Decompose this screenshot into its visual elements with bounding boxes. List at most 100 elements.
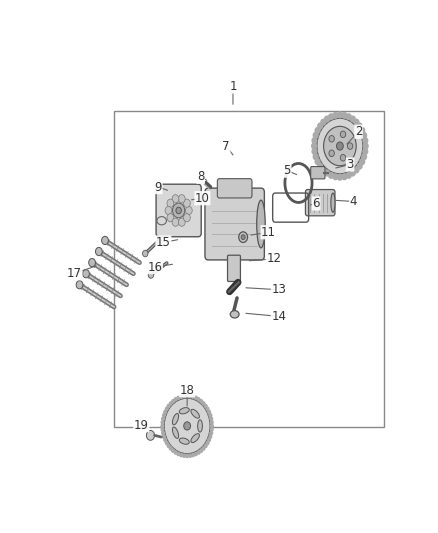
Circle shape bbox=[183, 394, 186, 398]
Circle shape bbox=[148, 272, 154, 278]
Circle shape bbox=[184, 214, 190, 222]
Text: 15: 15 bbox=[156, 236, 171, 249]
Text: 3: 3 bbox=[346, 158, 354, 171]
Circle shape bbox=[172, 218, 179, 227]
Circle shape bbox=[241, 235, 245, 240]
Circle shape bbox=[340, 131, 346, 138]
Circle shape bbox=[194, 397, 197, 400]
Circle shape bbox=[192, 454, 194, 457]
Circle shape bbox=[336, 142, 343, 150]
Circle shape bbox=[142, 250, 148, 257]
Circle shape bbox=[161, 421, 164, 424]
Ellipse shape bbox=[191, 409, 199, 418]
Ellipse shape bbox=[179, 438, 189, 445]
Circle shape bbox=[324, 126, 356, 166]
Text: 7: 7 bbox=[223, 140, 230, 152]
Text: 10: 10 bbox=[195, 192, 210, 205]
Circle shape bbox=[167, 199, 174, 207]
Circle shape bbox=[184, 199, 190, 207]
Circle shape bbox=[204, 444, 207, 447]
Circle shape bbox=[362, 154, 367, 159]
Circle shape bbox=[338, 112, 342, 118]
Circle shape bbox=[350, 116, 355, 122]
Text: 8: 8 bbox=[197, 171, 205, 183]
Circle shape bbox=[363, 143, 368, 149]
Circle shape bbox=[208, 410, 210, 414]
FancyBboxPatch shape bbox=[311, 166, 325, 179]
Circle shape bbox=[347, 143, 353, 149]
Circle shape bbox=[184, 422, 191, 430]
Circle shape bbox=[173, 203, 185, 218]
Circle shape bbox=[174, 398, 177, 401]
Text: 2: 2 bbox=[355, 125, 362, 138]
Circle shape bbox=[325, 170, 329, 176]
Circle shape bbox=[95, 247, 102, 256]
Circle shape bbox=[313, 133, 318, 138]
Circle shape bbox=[321, 167, 326, 173]
Circle shape bbox=[346, 173, 351, 178]
Circle shape bbox=[180, 395, 183, 399]
Circle shape bbox=[192, 395, 194, 399]
Bar bbox=[114, 111, 384, 427]
Circle shape bbox=[172, 195, 179, 203]
Circle shape bbox=[164, 410, 166, 414]
Circle shape bbox=[178, 195, 185, 203]
FancyBboxPatch shape bbox=[205, 188, 265, 260]
Circle shape bbox=[167, 214, 174, 222]
Circle shape bbox=[318, 123, 322, 129]
Text: 19: 19 bbox=[134, 418, 149, 432]
Circle shape bbox=[176, 207, 181, 214]
Circle shape bbox=[363, 149, 367, 155]
Circle shape bbox=[180, 454, 183, 457]
Circle shape bbox=[325, 116, 329, 122]
Ellipse shape bbox=[331, 193, 335, 212]
Circle shape bbox=[177, 453, 180, 456]
Circle shape bbox=[315, 127, 320, 133]
Circle shape bbox=[210, 432, 212, 435]
Circle shape bbox=[202, 402, 205, 405]
Circle shape bbox=[174, 451, 177, 454]
Circle shape bbox=[102, 236, 108, 245]
Circle shape bbox=[167, 444, 170, 447]
Circle shape bbox=[166, 407, 168, 410]
Circle shape bbox=[210, 421, 213, 424]
Text: 4: 4 bbox=[350, 195, 357, 208]
Circle shape bbox=[363, 138, 367, 143]
Ellipse shape bbox=[179, 408, 189, 414]
Circle shape bbox=[313, 154, 318, 159]
Circle shape bbox=[162, 432, 164, 435]
Circle shape bbox=[209, 414, 212, 417]
Circle shape bbox=[333, 112, 338, 118]
FancyBboxPatch shape bbox=[156, 184, 201, 237]
Text: 9: 9 bbox=[155, 181, 162, 193]
Text: 18: 18 bbox=[180, 384, 194, 397]
Ellipse shape bbox=[191, 434, 199, 442]
Circle shape bbox=[177, 397, 180, 400]
Circle shape bbox=[189, 394, 191, 398]
Circle shape bbox=[318, 163, 322, 169]
Circle shape bbox=[166, 441, 168, 445]
Circle shape bbox=[186, 394, 188, 398]
Text: 14: 14 bbox=[271, 310, 286, 323]
Circle shape bbox=[162, 435, 165, 438]
Circle shape bbox=[183, 454, 186, 457]
Circle shape bbox=[354, 119, 359, 125]
Circle shape bbox=[312, 138, 317, 143]
Circle shape bbox=[354, 167, 359, 173]
Circle shape bbox=[76, 281, 83, 289]
Circle shape bbox=[312, 143, 317, 149]
Circle shape bbox=[315, 159, 320, 165]
Circle shape bbox=[172, 449, 174, 452]
Circle shape bbox=[328, 173, 333, 178]
Circle shape bbox=[329, 150, 334, 157]
Circle shape bbox=[357, 163, 362, 169]
Circle shape bbox=[162, 417, 164, 421]
Circle shape bbox=[329, 135, 334, 142]
Circle shape bbox=[210, 417, 212, 421]
Circle shape bbox=[360, 159, 364, 165]
Circle shape bbox=[172, 400, 174, 403]
FancyBboxPatch shape bbox=[227, 255, 240, 281]
Circle shape bbox=[357, 123, 362, 129]
Circle shape bbox=[342, 112, 347, 118]
Circle shape bbox=[208, 438, 210, 441]
